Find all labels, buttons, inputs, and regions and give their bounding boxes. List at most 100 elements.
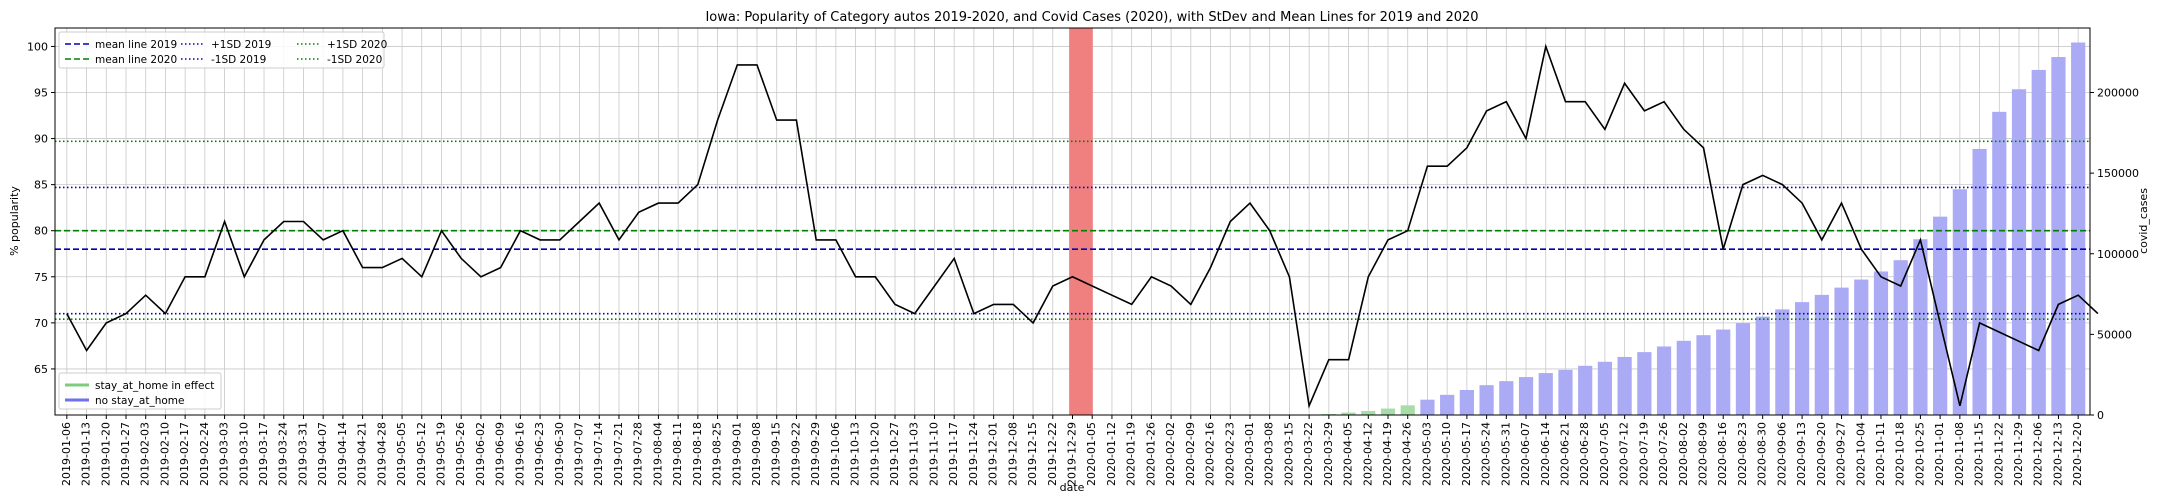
x-tick-label: 2020-02-09 — [1184, 422, 1197, 486]
x-tick-label: 2019-05-26 — [454, 422, 467, 486]
bar-legend-label: no stay_at_home — [95, 395, 184, 407]
x-tick-label: 2019-06-09 — [494, 422, 507, 486]
x-tick-label: 2020-02-16 — [1204, 422, 1217, 486]
x-tick-label: 2019-04-07 — [316, 422, 329, 486]
x-tick-label: 2019-04-14 — [336, 422, 349, 486]
x-tick-label: 2019-11-24 — [967, 422, 980, 486]
x-tick-label: 2020-08-09 — [1697, 422, 1710, 486]
x-tick-label: 2019-05-12 — [415, 422, 428, 486]
x-tick-label: 2019-06-23 — [533, 422, 546, 486]
legend-box — [58, 31, 385, 69]
x-tick-label: 2020-11-08 — [1953, 422, 1966, 486]
legend-label: mean line 2020 — [95, 54, 177, 66]
x-tick-label: 2020-08-23 — [1736, 422, 1749, 486]
legend-label: -1SD 2020 — [327, 54, 382, 66]
y2-tick-label: 0 — [2097, 409, 2104, 422]
covid-bar — [1656, 346, 1672, 415]
x-tick-label: 2019-12-08 — [1006, 422, 1019, 486]
x-tick-label: 2019-09-15 — [770, 422, 783, 486]
covid-bar — [1538, 373, 1553, 415]
legend-label: +1SD 2020 — [327, 39, 387, 51]
x-tick-label: 2020-08-30 — [1756, 422, 1769, 486]
x-tick-label: 2020-11-29 — [2012, 422, 2025, 486]
covid-bar — [1854, 279, 1869, 415]
covid-bar — [1380, 408, 1396, 415]
x-tick-label: 2020-04-12 — [1361, 422, 1374, 486]
covid-bar — [1834, 287, 1849, 415]
x-tick-label: 2020-12-06 — [2032, 422, 2045, 486]
x-tick-label: 2020-04-05 — [1342, 422, 1355, 486]
x-tick-label: 2019-02-17 — [178, 422, 191, 486]
covid-bar — [1341, 412, 1356, 415]
x-tick-label: 2019-10-20 — [868, 422, 881, 486]
x-tick-label: 2019-12-01 — [987, 422, 1000, 486]
covid-bar — [1479, 385, 1494, 415]
x-tick-label: 2020-02-02 — [1164, 422, 1177, 486]
x-tick-label: 2019-10-06 — [829, 422, 842, 486]
x-tick-label: 2020-03-08 — [1263, 422, 1276, 486]
covid-bar — [1518, 377, 1534, 415]
x-tick-label: 2019-01-20 — [99, 422, 112, 486]
x-tick-label: 2019-02-03 — [139, 422, 152, 486]
x-tick-label: 2020-11-22 — [1992, 422, 2005, 486]
y-tick-label: 100 — [27, 40, 48, 53]
x-tick-label: 2020-06-14 — [1539, 422, 1552, 486]
x-tick-label: 2019-12-22 — [1046, 422, 1059, 486]
y-tick-label: 90 — [34, 133, 48, 146]
legend-label: mean line 2019 — [95, 39, 177, 51]
covid-bar — [1873, 271, 1889, 415]
x-tick-label: 2020-04-19 — [1381, 422, 1394, 486]
covid-bar — [1420, 399, 1435, 415]
x-tick-label: 2019-10-13 — [849, 422, 862, 486]
x-tick-label: 2019-07-28 — [632, 422, 645, 486]
x-tick-label: 2019-03-03 — [218, 422, 231, 486]
y-tick-label: 95 — [34, 87, 48, 100]
x-tick-label: 2019-06-02 — [474, 422, 487, 486]
covid-bar — [1617, 356, 1632, 415]
x-tick-label: 2019-03-24 — [277, 422, 290, 486]
covid-bar — [1558, 369, 1573, 415]
covid-bar — [1361, 410, 1376, 415]
x-tick-label: 2019-08-18 — [691, 422, 704, 486]
x-tick-label: 2020-12-13 — [2051, 422, 2064, 486]
x-tick-label: 2019-05-19 — [434, 422, 447, 486]
highlight-band — [1069, 28, 1093, 415]
x-tick-label: 2020-07-12 — [1618, 422, 1631, 486]
plot-area: 65 70 75 80 85 90 95 100 0 50000 100000 150000 20000… — [27, 27, 2139, 486]
x-tick-label: 2020-09-27 — [1835, 422, 1848, 486]
x-tick-label: 2019-07-14 — [592, 422, 605, 486]
x-tick-label: 2020-09-06 — [1775, 422, 1788, 486]
x-tick-label: 2019-01-27 — [119, 422, 132, 486]
covid-bar — [1814, 294, 1829, 415]
x-tick-label: 2019-06-30 — [553, 422, 566, 486]
x-tick-label: 2020-05-03 — [1420, 422, 1433, 486]
x-tick-label: 2020-03-15 — [1282, 422, 1295, 486]
chart-title: Iowa: Popularity of Category autos 2019-… — [705, 10, 1478, 25]
covid-bar — [1972, 148, 1987, 415]
covid-bar — [1952, 189, 1967, 415]
x-tick-label: 2019-08-25 — [711, 422, 724, 486]
x-tick-label: 2019-10-27 — [888, 422, 901, 486]
x-tick-label: 2020-10-11 — [1874, 422, 1887, 486]
x-tick-label: 2020-11-01 — [1933, 422, 1946, 486]
x-tick-label: 2019-11-03 — [908, 422, 921, 486]
x-tick-label: 2019-08-04 — [651, 422, 664, 486]
x-tick-label: 2020-09-13 — [1795, 422, 1808, 486]
x-tick-label: 2019-01-13 — [80, 422, 93, 486]
bar-legend-label: stay_at_home in effect — [95, 380, 214, 392]
x-tick-label: 2020-06-07 — [1519, 422, 1532, 486]
covid-bar — [1578, 365, 1593, 415]
covid-bar — [1893, 260, 1908, 415]
x-tick-label: 2019-07-07 — [573, 422, 586, 486]
x-tick-label: 2020-08-02 — [1677, 422, 1690, 486]
covid-bar — [1735, 323, 1751, 415]
x-tick-label: 2019-02-10 — [158, 422, 171, 486]
x-tick-label: 2020-10-18 — [1894, 422, 1907, 486]
covid-bar — [1775, 309, 1790, 415]
y-tick-label: 65 — [34, 363, 48, 376]
x-tick-label: 2019-12-15 — [1026, 422, 1039, 486]
x-tick-label: 2019-09-22 — [789, 422, 802, 486]
x-axis-label: date — [1060, 481, 1085, 494]
legend-label: +1SD 2019 — [211, 39, 271, 51]
